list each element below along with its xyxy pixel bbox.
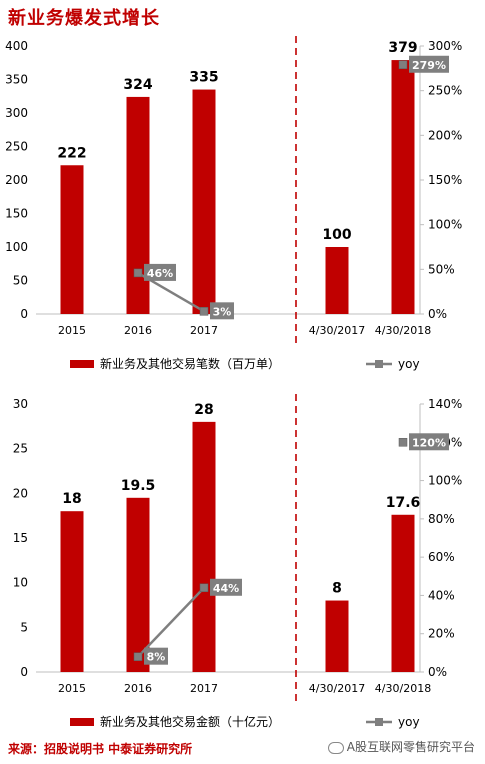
y2-tick-label: 250% (428, 84, 462, 98)
yoy-label-box (409, 55, 449, 73)
bar-value-label: 8 (332, 581, 342, 597)
bar (60, 165, 84, 314)
y-tick-label: 25 (13, 442, 28, 456)
y-tick-label: 100 (5, 240, 28, 254)
y-tick-label: 150 (5, 207, 28, 221)
y2-tick-label: 150% (428, 173, 462, 187)
yoy-label: 120% (412, 436, 446, 449)
legend-swatch-bar (70, 360, 94, 368)
chart-trade-count: 0 50 100 150 200 250 300 350 400 0% 50% 100% 150% 200… (5, 36, 462, 371)
y2-tick-label: 200% (428, 128, 462, 142)
x-tick-label: 2016 (124, 682, 152, 695)
y2-tick-label: 40% (428, 588, 455, 602)
y-tick-label: 15 (13, 531, 28, 545)
bar-value-label: 28 (194, 402, 213, 418)
yoy-point (133, 652, 143, 661)
bar (391, 514, 415, 672)
x-tick-label: 4/30/2018 (375, 682, 431, 695)
chart-trade-amount: 0 5 10 15 20 25 30 0% 20% 40% 60% 80% 100% 120% 140% 18… (13, 394, 462, 729)
y-tick-label: 50 (13, 274, 28, 288)
legend-label-yoy: yoy (398, 357, 420, 371)
y2-tick-label: 300% (428, 39, 462, 53)
bar (126, 96, 150, 314)
x-tick-label: 4/30/2018 (375, 324, 431, 337)
x-tick-label: 2017 (190, 682, 218, 695)
bar (325, 600, 349, 672)
bar (325, 247, 349, 314)
x-tick-label: 2015 (58, 324, 86, 337)
yoy-point (398, 60, 408, 70)
y2-tick-label: 50% (428, 262, 455, 276)
bar-value-label: 335 (189, 70, 218, 86)
yoy-point (199, 307, 209, 316)
legend-swatch-bar (70, 718, 94, 726)
bar-value-label: 324 (123, 77, 152, 93)
y-tick-label: 0 (20, 307, 28, 321)
legend-label-yoy: yoy (398, 715, 420, 729)
y2-tick-label: 100% (428, 218, 462, 232)
yoy-label: 44% (213, 582, 239, 595)
y2-tick-label: 100% (428, 474, 462, 488)
y-tick-label: 200 (5, 173, 28, 187)
bar-value-label: 19.5 (121, 478, 156, 494)
yoy-line-segment (137, 586, 205, 658)
source-note: 来源：招股说明书 中泰证券研究所 (8, 742, 193, 756)
yoy-label-box (144, 647, 168, 665)
y-tick-label: 5 (20, 620, 28, 634)
yoy-point (398, 438, 408, 447)
bar-value-label: 18 (62, 491, 81, 507)
y2-tick-label: 0% (428, 665, 447, 679)
bar (391, 60, 415, 314)
y-tick-label: 30 (13, 397, 28, 411)
bar-value-label: 379 (388, 40, 417, 56)
bar-value-label: 100 (322, 227, 351, 243)
yoy-label-box (409, 433, 449, 451)
bar-value-label: 17.6 (386, 495, 421, 511)
y-tick-label: 10 (13, 576, 28, 590)
yoy-label: 8% (147, 651, 166, 664)
wechat-icon (327, 741, 344, 754)
x-tick-label: 4/30/2017 (309, 682, 365, 695)
legend-label-bar: 新业务及其他交易金额（十亿元） (100, 714, 280, 729)
yoy-label: 3% (213, 305, 232, 318)
yoy-label: 46% (147, 267, 173, 280)
yoy-label-box (144, 263, 176, 281)
watermark: A股互联网零售研究平台 (327, 738, 475, 755)
y-tick-label: 400 (5, 39, 28, 53)
legend-swatch-marker (375, 360, 383, 368)
y-tick-label: 20 (13, 486, 28, 500)
y-tick-label: 300 (5, 106, 28, 120)
yoy-label-box (210, 302, 234, 320)
legend-label-bar: 新业务及其他交易笔数（百万单） (100, 356, 280, 371)
y2-tick-label: 20% (428, 627, 455, 641)
x-tick-label: 2015 (58, 682, 86, 695)
x-tick-label: 2016 (124, 324, 152, 337)
y2-tick-label: 140% (428, 397, 462, 411)
bar (192, 89, 216, 314)
y2-tick-label: 0% (428, 307, 447, 321)
y-tick-label: 250 (5, 140, 28, 154)
legend-swatch-marker (375, 718, 383, 726)
page-title: 新业务爆发式增长 (8, 8, 160, 29)
bar-value-label: 222 (57, 145, 86, 161)
y-tick-label: 350 (5, 73, 28, 87)
x-tick-label: 4/30/2017 (309, 324, 365, 337)
watermark-text: A股互联网零售研究平台 (346, 740, 475, 754)
x-tick-label: 2017 (190, 324, 218, 337)
yoy-label: 279% (412, 59, 446, 72)
bar (126, 497, 150, 672)
y2-tick-label: 80% (428, 512, 455, 526)
yoy-point (199, 583, 209, 593)
yoy-point (133, 268, 143, 278)
yoy-label-box (210, 578, 242, 596)
y-tick-label: 0 (20, 665, 28, 679)
y2-tick-label: 60% (428, 550, 455, 564)
bar (192, 421, 216, 672)
bar (60, 511, 84, 672)
